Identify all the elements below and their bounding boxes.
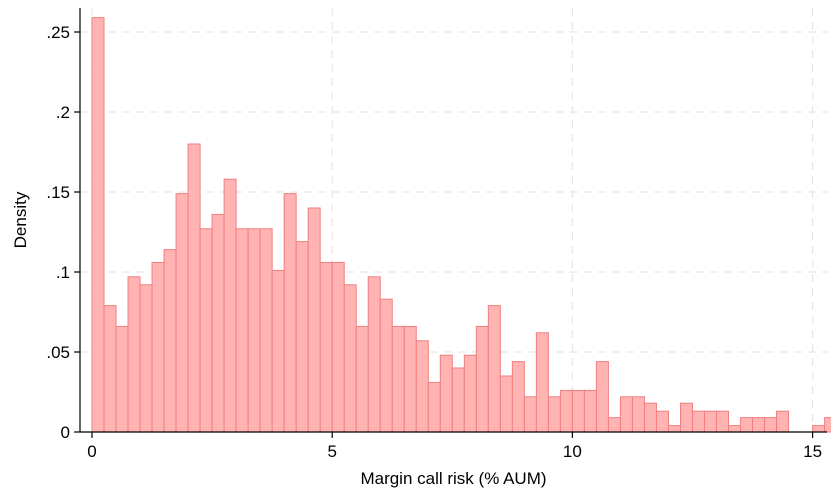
histogram-bar <box>343 284 357 433</box>
histogram-bar <box>283 193 297 433</box>
histogram-bar <box>379 298 393 433</box>
histogram-bar <box>211 213 225 433</box>
y-tick-label: .2 <box>56 103 70 122</box>
histogram-bar <box>764 417 778 433</box>
y-axis-title: Density <box>11 191 30 248</box>
histogram-bar <box>247 228 261 433</box>
x-tick-label: 15 <box>803 442 822 461</box>
histogram-bar <box>776 410 790 433</box>
histogram-bar <box>728 425 742 433</box>
x-axis-title: Margin call risk (% AUM) <box>360 469 546 488</box>
histogram-bar <box>199 228 213 433</box>
histogram-bar <box>704 410 718 433</box>
histogram-bar <box>427 381 441 433</box>
histogram-bar <box>151 261 165 433</box>
histogram-bar <box>103 305 117 433</box>
histogram-bar <box>571 389 585 433</box>
y-tick-label: 0 <box>61 423 70 442</box>
histogram-bar <box>547 396 561 433</box>
histogram-bar <box>679 402 693 433</box>
histogram-bar <box>463 354 477 433</box>
histogram-bar <box>331 261 345 433</box>
histogram-bar <box>187 143 201 433</box>
histogram-bar <box>307 207 321 433</box>
histogram-bar <box>139 284 153 433</box>
y-tick-label: .25 <box>46 23 70 42</box>
histogram-bar <box>319 261 333 433</box>
histogram-bar <box>595 361 609 433</box>
y-tick-label: .1 <box>56 263 70 282</box>
histogram-bar <box>655 410 669 433</box>
histogram-bar <box>812 425 826 433</box>
histogram-bar <box>127 276 141 433</box>
axes <box>79 8 827 433</box>
histogram-bar <box>583 389 597 433</box>
x-tick-label: 5 <box>327 442 336 461</box>
histogram-bar <box>163 249 177 433</box>
histogram-bar <box>391 325 405 433</box>
histogram-bar <box>175 193 189 433</box>
histogram-bar <box>295 241 309 433</box>
histogram-bar <box>271 269 285 433</box>
histogram-bar <box>511 361 525 433</box>
histogram-bar <box>115 325 129 433</box>
histogram-bar <box>559 389 573 433</box>
histogram-bar <box>824 417 831 433</box>
histogram-bar <box>451 367 465 433</box>
histogram-bar <box>355 325 369 433</box>
histogram-bars <box>91 17 831 433</box>
histogram-bar <box>499 375 513 433</box>
y-tick-label: .05 <box>46 343 70 362</box>
histogram-bar <box>91 17 105 433</box>
histogram-bar <box>439 354 453 433</box>
tick-marks: 0 .05 .1 .15 .2 .25 0 5 10 15 <box>46 23 822 461</box>
histogram-bar <box>535 332 549 433</box>
histogram-bar <box>607 417 621 433</box>
histogram-bar <box>259 228 273 433</box>
histogram-bar <box>752 417 766 433</box>
histogram-bar <box>475 325 489 433</box>
histogram-bar <box>223 178 237 433</box>
histogram-bar <box>235 228 249 433</box>
y-tick-label: .15 <box>46 183 70 202</box>
histogram-bar <box>740 417 754 433</box>
histogram-bar <box>667 425 681 433</box>
histogram-bar <box>523 396 537 433</box>
histogram-bar <box>415 340 429 433</box>
histogram-bar <box>691 410 706 433</box>
histogram-bar <box>631 396 645 433</box>
x-tick-label: 10 <box>563 442 582 461</box>
histogram-bar <box>643 402 657 433</box>
x-tick-label: 0 <box>87 442 96 461</box>
histogram-bar <box>619 396 633 433</box>
histogram-bar <box>403 325 417 433</box>
histogram-bar <box>716 410 730 433</box>
histogram-bar <box>367 276 381 433</box>
histogram-bar <box>487 305 501 433</box>
